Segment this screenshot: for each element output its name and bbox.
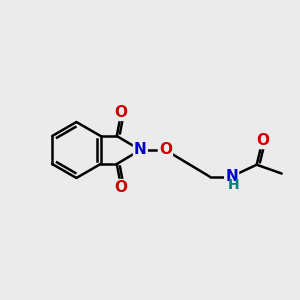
Text: N: N: [134, 142, 147, 158]
Text: O: O: [159, 142, 172, 158]
Text: O: O: [115, 180, 128, 195]
Text: O: O: [115, 105, 128, 120]
Text: O: O: [256, 133, 269, 148]
Text: H: H: [227, 178, 239, 192]
Text: N: N: [225, 169, 238, 184]
